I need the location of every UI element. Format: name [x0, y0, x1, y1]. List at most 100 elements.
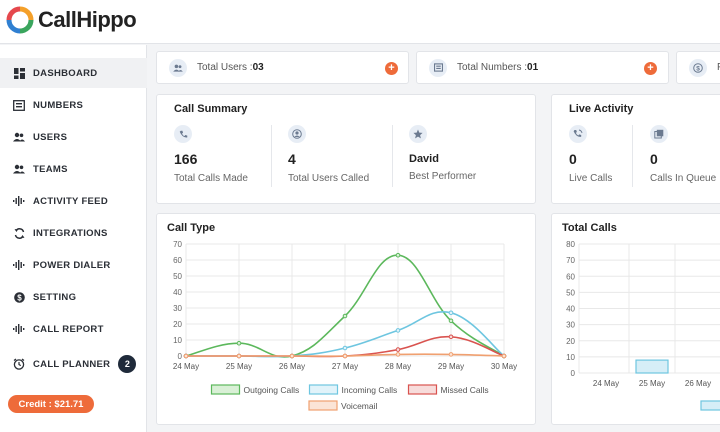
data-point[interactable]: [395, 352, 401, 357]
integrations-icon: [12, 226, 26, 240]
sidebar-item-numbers[interactable]: NUMBERS: [0, 90, 147, 120]
add-user-icon[interactable]: +: [385, 62, 398, 75]
live-calls-value: 0: [569, 151, 577, 167]
callhippo-logo-icon: [6, 6, 34, 34]
total-numbers-value: 01: [527, 62, 539, 73]
data-point[interactable]: [236, 340, 242, 346]
legend-swatch[interactable]: [308, 384, 339, 395]
power-dialer-icon: [12, 258, 26, 272]
phone-icon: [174, 125, 192, 143]
data-point[interactable]: [448, 334, 454, 340]
data-point[interactable]: [342, 313, 348, 319]
sidebar-item-call-planner[interactable]: CALL PLANNER 2: [0, 349, 147, 379]
total-users-label: Total Users :: [197, 62, 253, 73]
data-point[interactable]: [342, 353, 348, 359]
logo[interactable]: CallHippo: [6, 6, 137, 34]
sidebar-item-users[interactable]: USERS: [0, 122, 147, 152]
data-point[interactable]: [395, 328, 401, 333]
divider: [271, 125, 272, 187]
legend-swatch[interactable]: [210, 384, 241, 395]
total-calls-chart: 0 10 20 30 40 50 60 70 80 24 May 25 May 26 May: [566, 240, 720, 411]
divider: [632, 125, 633, 187]
best-performer-metric: David Best Performer: [409, 125, 476, 182]
numbers-icon: [12, 98, 26, 112]
x-tick-label: 30 May: [491, 362, 517, 371]
credit-button[interactable]: Credit : $21.71: [8, 395, 94, 413]
live-calls-metric: 0 Live Calls: [569, 125, 612, 184]
bar[interactable]: [635, 359, 669, 374]
x-tick-label: 25 May: [226, 362, 252, 371]
dollar-icon: $: [689, 58, 707, 77]
sidebar-item-power-dialer[interactable]: POWER DIALER: [0, 250, 147, 280]
total-numbers-label: Total Numbers :: [457, 62, 528, 73]
legend-label: Missed Calls: [441, 385, 489, 395]
y-tick-label: 70: [173, 240, 182, 249]
x-tick-label: 24 May: [173, 362, 199, 371]
total-numbers-card: Total Numbers : 01 +: [416, 51, 669, 84]
sidebar-item-label: CALL PLANNER: [33, 358, 111, 370]
sidebar: DASHBOARD NUMBERS USERS TEAMS ACTIVITY F…: [0, 45, 147, 432]
live-calls-label: Live Calls: [569, 173, 613, 184]
legend-label: Incoming Calls: [342, 385, 398, 395]
sidebar-item-setting[interactable]: $ SETTING: [0, 282, 147, 312]
y-tick-label: 10: [566, 353, 575, 362]
users-icon: [169, 58, 187, 77]
x-tick-label: 27 May: [332, 362, 358, 371]
sidebar-item-teams[interactable]: TEAMS: [0, 154, 147, 184]
data-point[interactable]: [448, 310, 454, 316]
best-performer-value: David: [409, 153, 439, 165]
data-point[interactable]: [395, 252, 401, 258]
call-type-card: Call Type 0 10 20 30 40 50 60 70 24 May 25 May 26 …: [156, 213, 536, 425]
star-icon: [409, 125, 427, 143]
total-calls-title: Total Calls: [562, 222, 617, 234]
data-point[interactable]: [289, 353, 295, 359]
sidebar-item-label: ACTIVITY FEED: [33, 195, 108, 207]
x-tick-label: 26 May: [685, 379, 711, 388]
y-tick-label: 10: [173, 336, 182, 345]
add-number-icon[interactable]: +: [644, 62, 657, 75]
legend-swatch[interactable]: [700, 400, 720, 411]
y-tick-label: 20: [566, 337, 575, 346]
data-point[interactable]: [342, 345, 348, 351]
call-summary-title: Call Summary: [174, 103, 248, 115]
sidebar-item-integrations[interactable]: INTEGRATIONS: [0, 218, 147, 248]
x-tick-label: 29 May: [438, 362, 464, 371]
data-point[interactable]: [501, 353, 507, 359]
call-summary-card: Call Summary 166 Total Calls Made 4 Tota…: [156, 94, 536, 204]
sidebar-item-label: POWER DIALER: [33, 259, 111, 271]
third-stat-label: F: [717, 62, 720, 73]
numbers-icon: [429, 58, 447, 77]
app-name: CallHippo: [38, 7, 137, 32]
x-tick-label: 24 May: [593, 379, 619, 388]
y-tick-label: 60: [173, 256, 182, 265]
total-calls-card: Total Calls 0 10 20 30 40 50 60 70 80 24 May 25 Ma…: [551, 213, 720, 425]
y-tick-label: 30: [173, 304, 182, 313]
total-calls-made-label: Total Calls Made: [174, 173, 248, 184]
calls-in-queue-metric: 0 Calls In Queue: [650, 125, 716, 184]
data-point[interactable]: [448, 352, 454, 357]
live-activity-card: Live Activity 0 Live Calls 0 Calls In Qu…: [551, 94, 720, 204]
sidebar-item-call-report[interactable]: CALL REPORT: [0, 314, 147, 344]
call-type-title: Call Type: [167, 222, 216, 234]
call-type-chart: 0 10 20 30 40 50 60 70 24 May 25 May 26 May 27 May 2…: [173, 240, 517, 411]
y-tick-label: 0: [571, 369, 576, 378]
sidebar-item-label: NUMBERS: [33, 99, 84, 111]
data-point[interactable]: [448, 318, 454, 324]
x-tick-label: 28 May: [385, 362, 411, 371]
legend-swatch[interactable]: [308, 400, 338, 411]
divider: [392, 125, 393, 187]
svg-text:$: $: [696, 65, 700, 72]
data-point[interactable]: [183, 353, 189, 359]
sidebar-item-activity-feed[interactable]: ACTIVITY FEED: [0, 186, 147, 216]
total-users-value: 03: [252, 62, 264, 73]
y-tick-label: 60: [566, 272, 575, 281]
data-point[interactable]: [236, 353, 242, 359]
phone-wave-icon: [569, 125, 587, 143]
calls-in-queue-value: 0: [650, 151, 658, 167]
total-users-called-label: Total Users Called: [288, 173, 370, 184]
sidebar-item-dashboard[interactable]: DASHBOARD: [0, 58, 147, 88]
legend-swatch[interactable]: [407, 384, 438, 395]
data-point[interactable]: [395, 347, 401, 352]
y-tick-label: 30: [566, 321, 575, 330]
third-stat-card: $ F: [676, 51, 720, 84]
